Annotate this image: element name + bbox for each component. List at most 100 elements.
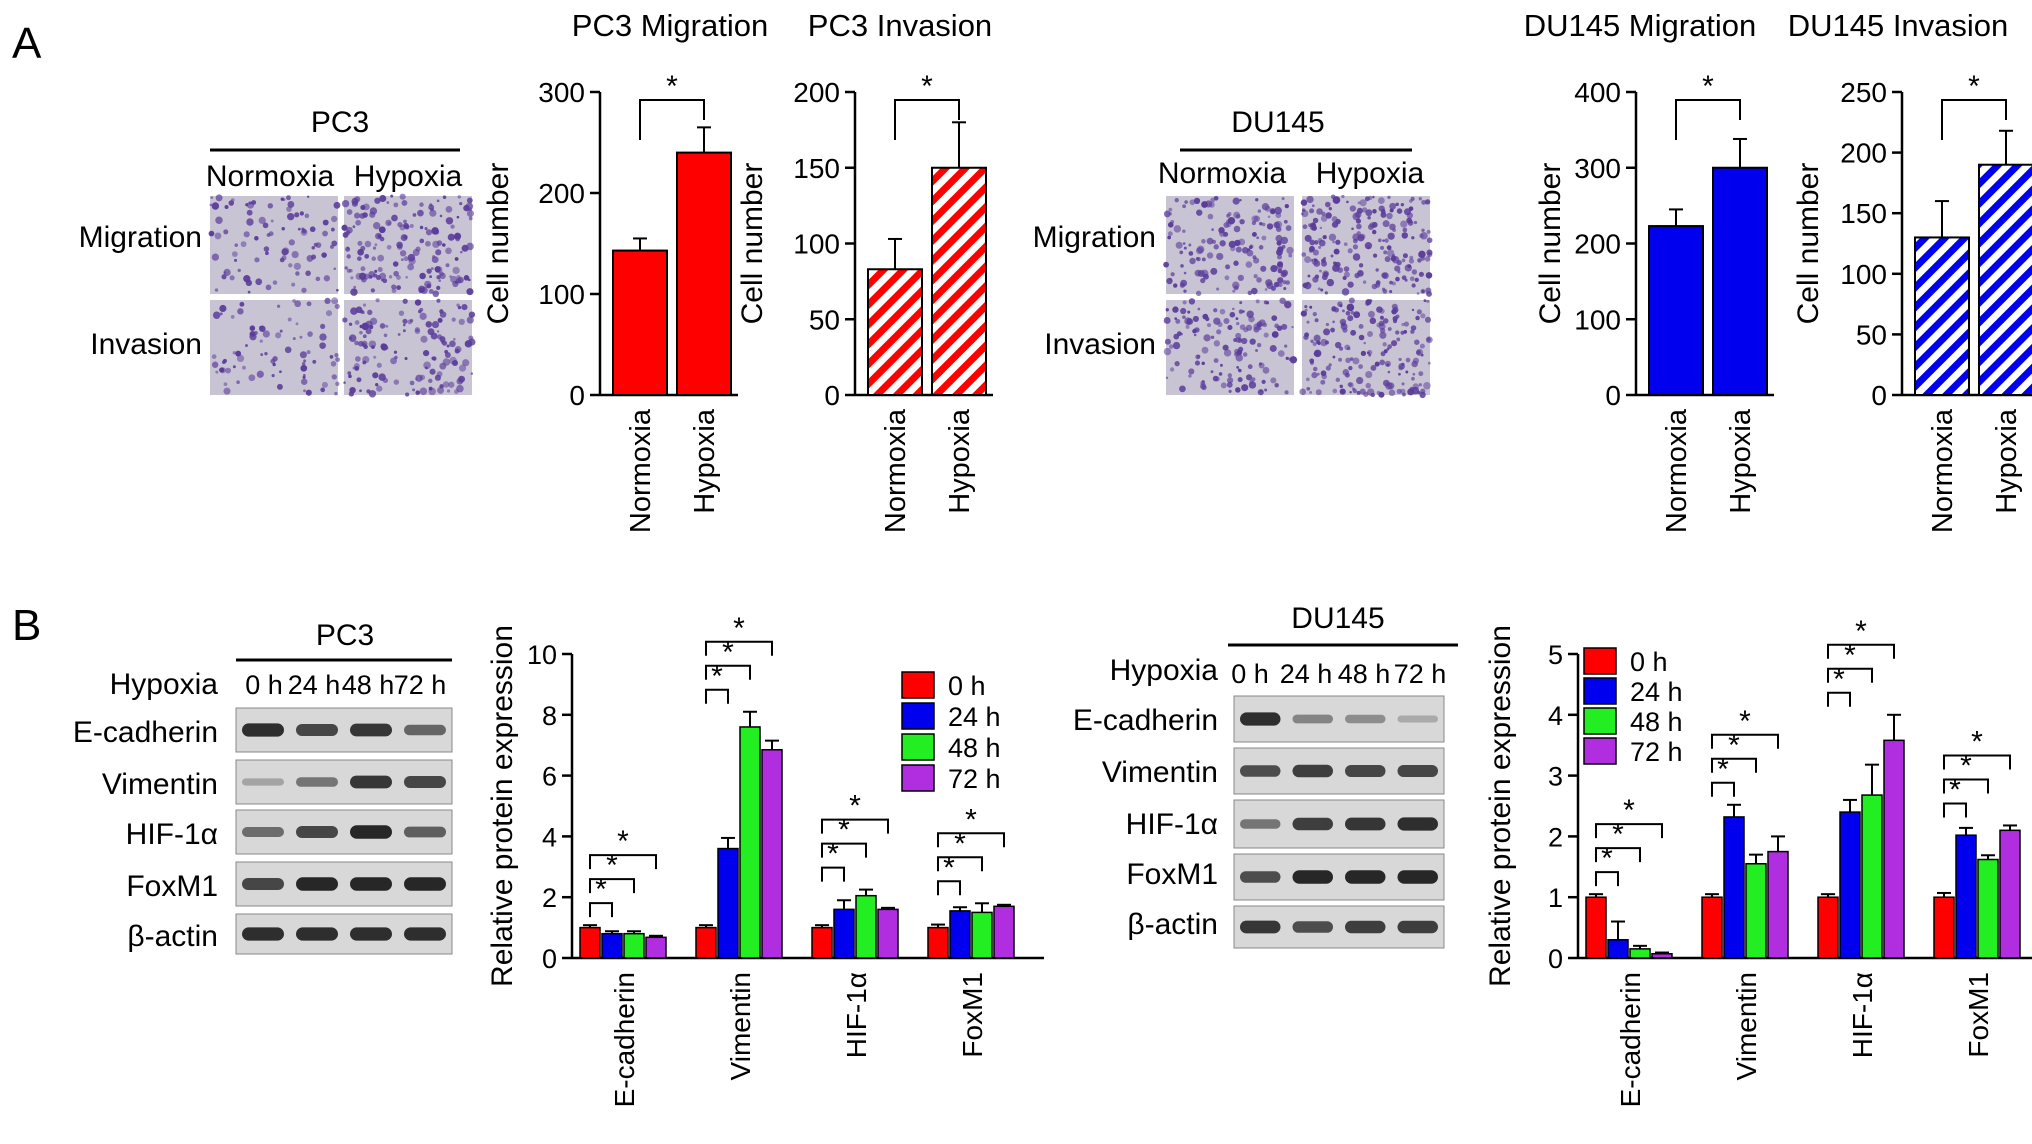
cell-dot [1232, 197, 1240, 205]
cell-dot [1333, 248, 1340, 255]
cell-dot [211, 361, 219, 369]
bar-hif-1-0-h [1817, 896, 1839, 959]
cell-dot [405, 392, 410, 397]
cell-dot [1165, 308, 1169, 312]
cell-dot [1222, 344, 1229, 351]
significance-bracket [589, 878, 635, 894]
cell-dot [1394, 265, 1401, 272]
cell-dot [1179, 250, 1184, 255]
cell-dot [1419, 391, 1426, 399]
cell-dot [330, 361, 337, 367]
cell-dot [1235, 246, 1242, 253]
cell-dot [1365, 371, 1373, 379]
cell-dot [1261, 379, 1266, 384]
cell-dot [1367, 331, 1374, 337]
panel-label-a: A [12, 19, 42, 68]
cell-dot [1397, 270, 1401, 274]
cell-dot [396, 285, 401, 291]
cell-dot [429, 275, 433, 279]
cell-dot [242, 365, 246, 370]
cell-dot [1376, 306, 1383, 313]
cell-dot [279, 329, 283, 333]
cell-dot [1313, 258, 1318, 262]
micrograph-background [344, 300, 472, 395]
cell-dot [1313, 351, 1319, 357]
cell-dot [419, 312, 427, 320]
cell-dot [1194, 360, 1201, 366]
cell-dot [223, 382, 228, 387]
blot-band [404, 776, 446, 788]
cell-dot [1347, 281, 1354, 288]
cell-dot [1408, 258, 1415, 264]
bar-vimentin-48-h [739, 726, 761, 959]
cell-dot [1319, 269, 1322, 273]
cell-dot [286, 206, 292, 212]
cell-dot [1402, 227, 1408, 233]
cell-dot [404, 224, 410, 230]
cell-dot [350, 288, 358, 296]
cell-dot [1277, 261, 1284, 268]
cell-dot [1188, 298, 1196, 305]
pc3-blot-time-48h: 48 h [342, 670, 395, 700]
cell-dot [403, 323, 406, 327]
cell-dot [265, 251, 269, 256]
cell-dot [321, 252, 327, 258]
cell-dot [1217, 321, 1223, 327]
y-tick-label: 100 [1574, 304, 1621, 335]
legend-swatch-0-h [901, 671, 935, 699]
significance-bracket [589, 902, 613, 918]
pc3-micro-row-migration: Migration [79, 221, 202, 254]
cell-dot [254, 236, 259, 241]
blot-band [242, 878, 284, 890]
cell-dot [1387, 232, 1395, 240]
cell-dot [354, 320, 360, 325]
significance-bracket [1943, 754, 2011, 770]
cell-dot [239, 301, 245, 307]
cell-dot [306, 195, 310, 199]
cell-dot [1382, 239, 1385, 242]
cell-dot [1236, 321, 1240, 326]
cell-dot [451, 359, 459, 367]
cell-dot [234, 243, 239, 247]
cell-dot [1183, 289, 1187, 293]
cell-dot [1193, 333, 1197, 337]
cell-dot [1201, 238, 1206, 244]
cell-dot [1207, 213, 1214, 220]
cell-dot [1390, 209, 1394, 212]
y-tick-label: 0 [824, 380, 840, 411]
cell-dot [359, 324, 363, 329]
cell-dot [1220, 382, 1227, 389]
cell-dot [445, 247, 452, 255]
y-axis-title: Relative protein expression [1484, 625, 1517, 987]
blot-band [1240, 819, 1281, 829]
cell-dot [1378, 320, 1385, 327]
legend-label: 24 h [948, 702, 1001, 732]
cell-dot [401, 200, 408, 206]
cell-dot [1389, 223, 1396, 231]
cell-dot [1415, 348, 1424, 356]
cell-dot [379, 323, 386, 329]
legend-swatch-48-h [901, 733, 935, 761]
panel-label-b: B [12, 601, 41, 650]
legend-swatch-24-h [1583, 677, 1617, 705]
cell-dot [393, 202, 399, 208]
y-tick-label: 0 [1605, 380, 1621, 411]
cell-dot [1213, 340, 1220, 347]
cell-dot [1334, 341, 1342, 349]
cell-dot [1188, 251, 1194, 256]
cell-dot [409, 318, 414, 323]
cell-dot [237, 268, 241, 273]
legend-label: 48 h [1630, 707, 1683, 737]
cell-dot [1396, 337, 1401, 342]
x-tick-label: FoxM1 [1963, 972, 1994, 1058]
cell-dot [334, 391, 338, 396]
legend-label: 24 h [1630, 677, 1683, 707]
cell-dot [1328, 233, 1337, 242]
cell-dot [1284, 344, 1288, 348]
cell-dot [263, 246, 270, 252]
cell-dot [1285, 225, 1292, 231]
significance-star: * [1971, 725, 1983, 758]
cell-dot [386, 201, 390, 204]
cell-dot [429, 209, 437, 217]
cell-dot [1271, 315, 1278, 322]
